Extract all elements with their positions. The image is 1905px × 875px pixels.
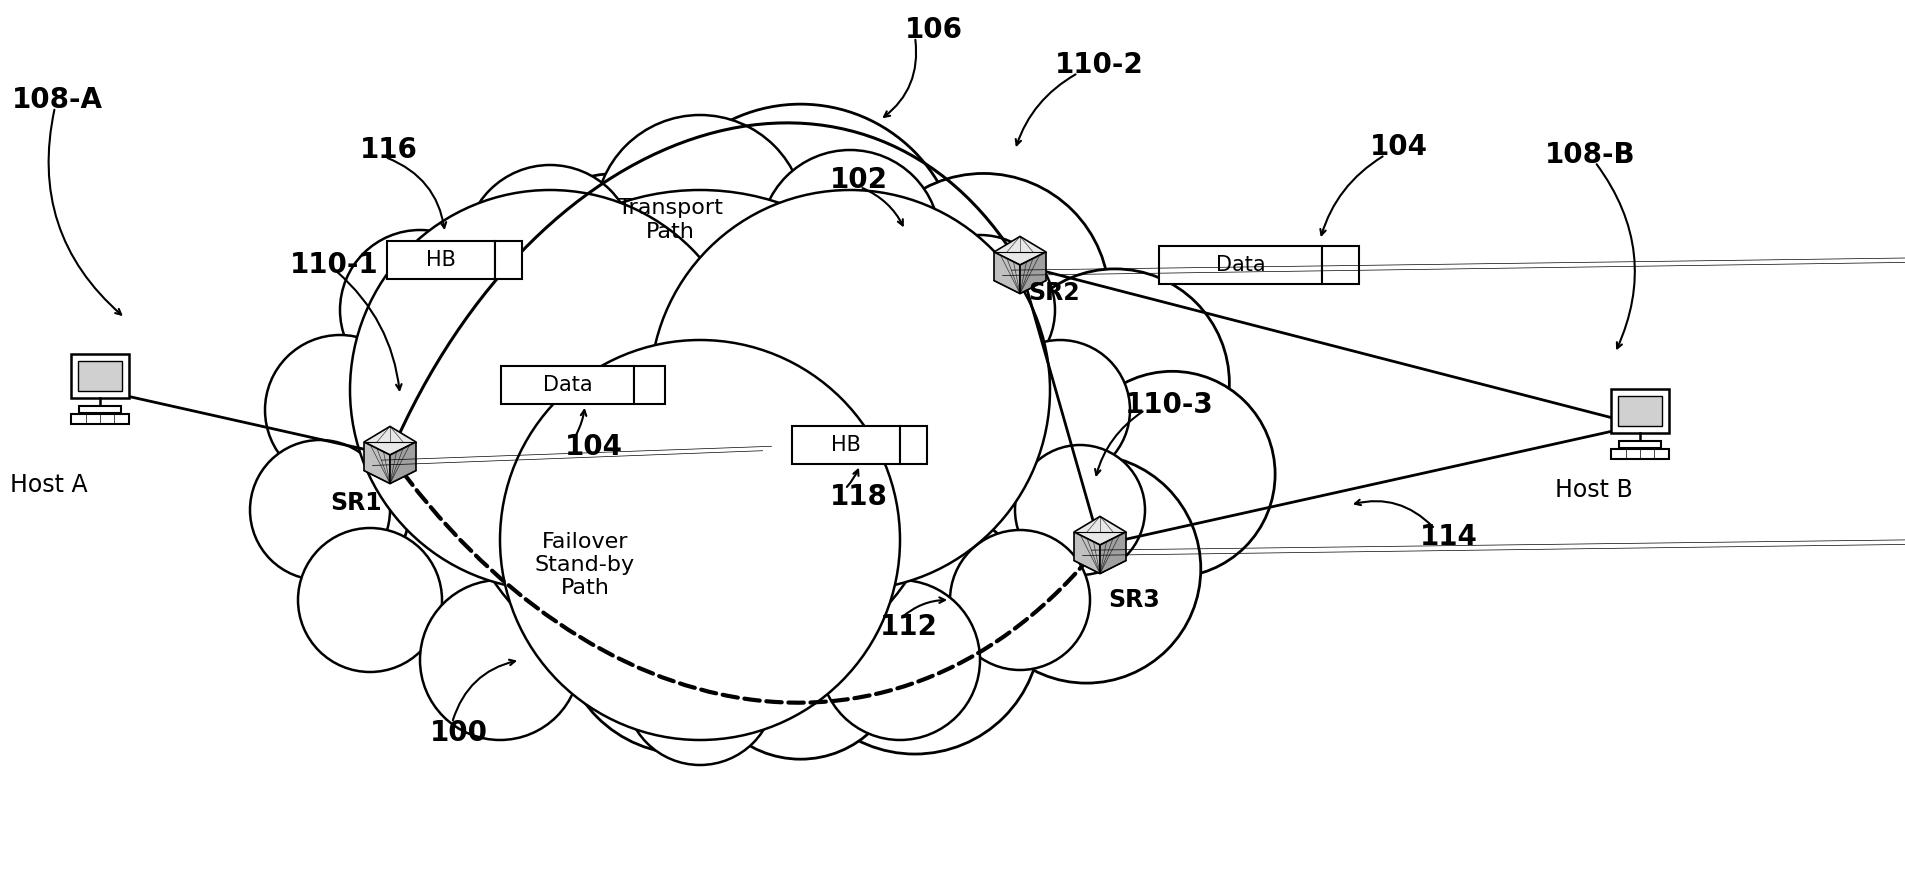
Text: 112: 112 — [880, 613, 937, 641]
Text: SR1: SR1 — [330, 491, 381, 515]
Text: 108-B: 108-B — [1545, 141, 1634, 169]
Circle shape — [1000, 269, 1229, 498]
FancyBboxPatch shape — [80, 406, 120, 413]
FancyBboxPatch shape — [1610, 388, 1667, 433]
FancyBboxPatch shape — [899, 426, 926, 464]
Text: 110-3: 110-3 — [1124, 391, 1213, 419]
Circle shape — [450, 190, 949, 690]
Text: 118: 118 — [829, 483, 888, 511]
Circle shape — [1015, 445, 1145, 575]
Circle shape — [419, 580, 579, 740]
Polygon shape — [1073, 532, 1099, 574]
Circle shape — [857, 173, 1109, 425]
Text: 108-A: 108-A — [11, 86, 103, 114]
Circle shape — [491, 173, 743, 425]
Circle shape — [326, 371, 531, 578]
FancyBboxPatch shape — [1610, 450, 1667, 458]
Circle shape — [1069, 371, 1274, 578]
Polygon shape — [994, 252, 1019, 294]
Circle shape — [560, 502, 812, 754]
Text: 110-1: 110-1 — [290, 251, 379, 279]
Circle shape — [400, 454, 629, 683]
Polygon shape — [364, 442, 391, 484]
Circle shape — [697, 553, 903, 760]
Circle shape — [371, 269, 600, 498]
Text: 106: 106 — [905, 16, 962, 44]
Circle shape — [972, 454, 1200, 683]
Text: Transport
Path: Transport Path — [617, 199, 722, 242]
Text: SR3: SR3 — [1107, 588, 1158, 612]
Text: Failover
Stand-by
Path: Failover Stand-by Path — [535, 532, 634, 598]
Text: Host B: Host B — [1554, 478, 1633, 502]
Text: SR2: SR2 — [1027, 281, 1078, 305]
Text: 116: 116 — [360, 136, 417, 164]
Text: HB: HB — [427, 250, 455, 270]
FancyBboxPatch shape — [501, 366, 634, 404]
Circle shape — [789, 502, 1040, 754]
Polygon shape — [364, 426, 415, 455]
Circle shape — [351, 190, 749, 590]
Circle shape — [760, 150, 939, 330]
Circle shape — [339, 230, 499, 390]
Circle shape — [640, 104, 960, 424]
Polygon shape — [994, 236, 1046, 265]
Text: Data: Data — [543, 375, 592, 395]
FancyBboxPatch shape — [387, 241, 495, 279]
Text: Host A: Host A — [10, 473, 88, 497]
Circle shape — [905, 235, 1055, 385]
Text: 104: 104 — [1370, 133, 1427, 161]
Text: 104: 104 — [564, 433, 623, 461]
FancyBboxPatch shape — [634, 366, 665, 404]
FancyBboxPatch shape — [792, 426, 899, 464]
Polygon shape — [1099, 532, 1126, 574]
Circle shape — [594, 115, 804, 325]
FancyBboxPatch shape — [1158, 246, 1320, 284]
Circle shape — [625, 615, 775, 765]
Polygon shape — [391, 442, 415, 484]
Circle shape — [819, 580, 979, 740]
Text: 102: 102 — [829, 166, 888, 194]
FancyBboxPatch shape — [1619, 441, 1659, 448]
Circle shape — [650, 190, 1050, 590]
Text: HB: HB — [831, 435, 861, 455]
FancyBboxPatch shape — [1320, 246, 1358, 284]
Circle shape — [989, 340, 1130, 480]
Circle shape — [250, 440, 391, 580]
Text: Data: Data — [1215, 255, 1265, 275]
Circle shape — [465, 165, 634, 335]
Polygon shape — [1019, 252, 1046, 294]
Text: 110-2: 110-2 — [1055, 51, 1143, 79]
Polygon shape — [1073, 516, 1126, 545]
Circle shape — [265, 335, 415, 485]
Circle shape — [949, 530, 1090, 670]
FancyBboxPatch shape — [70, 354, 128, 398]
Text: 100: 100 — [431, 719, 488, 747]
Text: 114: 114 — [1419, 523, 1476, 551]
FancyBboxPatch shape — [495, 241, 522, 279]
FancyBboxPatch shape — [1617, 396, 1661, 426]
Circle shape — [499, 340, 899, 740]
FancyBboxPatch shape — [78, 360, 122, 391]
Circle shape — [297, 528, 442, 672]
FancyBboxPatch shape — [70, 415, 128, 424]
